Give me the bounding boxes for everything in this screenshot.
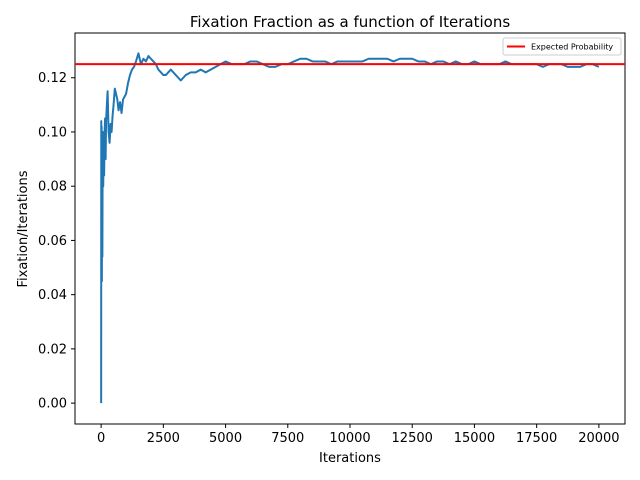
x-tick-label: 10000 [329, 431, 370, 446]
x-tick-label: 20000 [578, 431, 619, 446]
x-axis-title: Iterations [319, 451, 381, 466]
legend: Expected Probability [502, 37, 622, 56]
legend-label: Expected Probability [531, 43, 613, 52]
y-tick-label: 0.00 [38, 397, 67, 412]
y-tick-label: 0.12 [38, 71, 67, 86]
x-tick-label: 7500 [271, 431, 304, 446]
chart-title: Fixation Fraction as a function of Itera… [190, 13, 511, 31]
x-tick-label: 5000 [209, 431, 242, 446]
x-tick-label: 17500 [516, 431, 557, 446]
x-tick-label: 2500 [147, 431, 180, 446]
y-tick-label: 0.08 [38, 180, 67, 195]
plot-area [74, 32, 626, 425]
y-tick-label: 0.06 [38, 234, 67, 249]
y-axis-title: Fixation/Iterations [16, 170, 31, 287]
y-axis: 0.00 0.02 0.04 0.06 0.08 0.10 0.12 [38, 71, 75, 412]
x-tick-label: 0 [97, 431, 105, 446]
y-tick-label: 0.10 [38, 125, 67, 140]
plot-frame [74, 32, 626, 425]
x-axis: 0 2500 5000 7500 10000 12500 15000 17500 20000 [97, 424, 620, 446]
legend-box [502, 37, 622, 56]
y-tick-label: 0.02 [38, 342, 67, 357]
x-tick-label: 15000 [454, 431, 495, 446]
data-layer [75, 52, 625, 404]
y-tick-label: 0.04 [38, 288, 67, 303]
x-tick-label: 12500 [392, 431, 433, 446]
